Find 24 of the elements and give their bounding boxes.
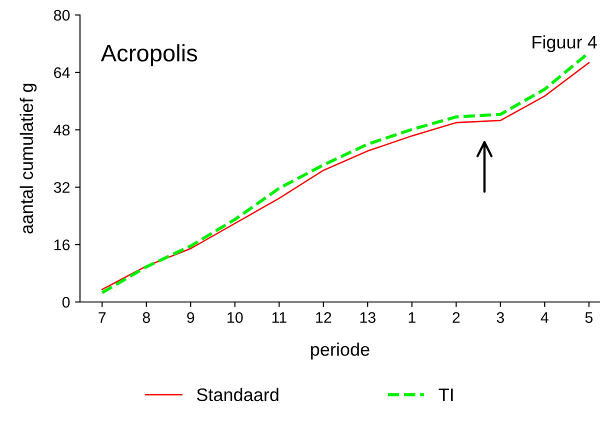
x-tick-label: 1: [408, 312, 416, 323]
y-tick-label: 0: [62, 296, 70, 308]
x-tick-label: 11: [272, 312, 286, 323]
y-axis-title: aantal cumulatief g: [20, 84, 37, 234]
x-tick-label: 10: [228, 312, 243, 323]
x-tick-label: 8: [142, 312, 150, 323]
x-tick-label: 9: [187, 312, 194, 323]
x-tick-label: 5: [585, 312, 593, 323]
x-tick-label: 13: [360, 312, 376, 323]
y-tick-label: 64: [54, 67, 70, 78]
x-tick-label: 12: [316, 312, 332, 323]
y-tick-label: 80: [54, 10, 70, 21]
x-axis-title: periode: [311, 342, 370, 360]
x-tick-label: 3: [496, 312, 504, 323]
x-tick-label: 2: [452, 312, 460, 323]
y-tick-label: 32: [54, 182, 70, 193]
x-tick-label: 7: [98, 312, 106, 323]
y-tick-label: 48: [54, 124, 70, 136]
text: Acropolis: [100, 44, 198, 66]
y-tick-label: 16: [54, 239, 70, 250]
x-tick-label: 4: [540, 312, 548, 323]
legend-label: Standaard: [196, 388, 278, 402]
annotation: Figuur 4: [532, 35, 597, 52]
legend-label: TI: [438, 388, 453, 402]
